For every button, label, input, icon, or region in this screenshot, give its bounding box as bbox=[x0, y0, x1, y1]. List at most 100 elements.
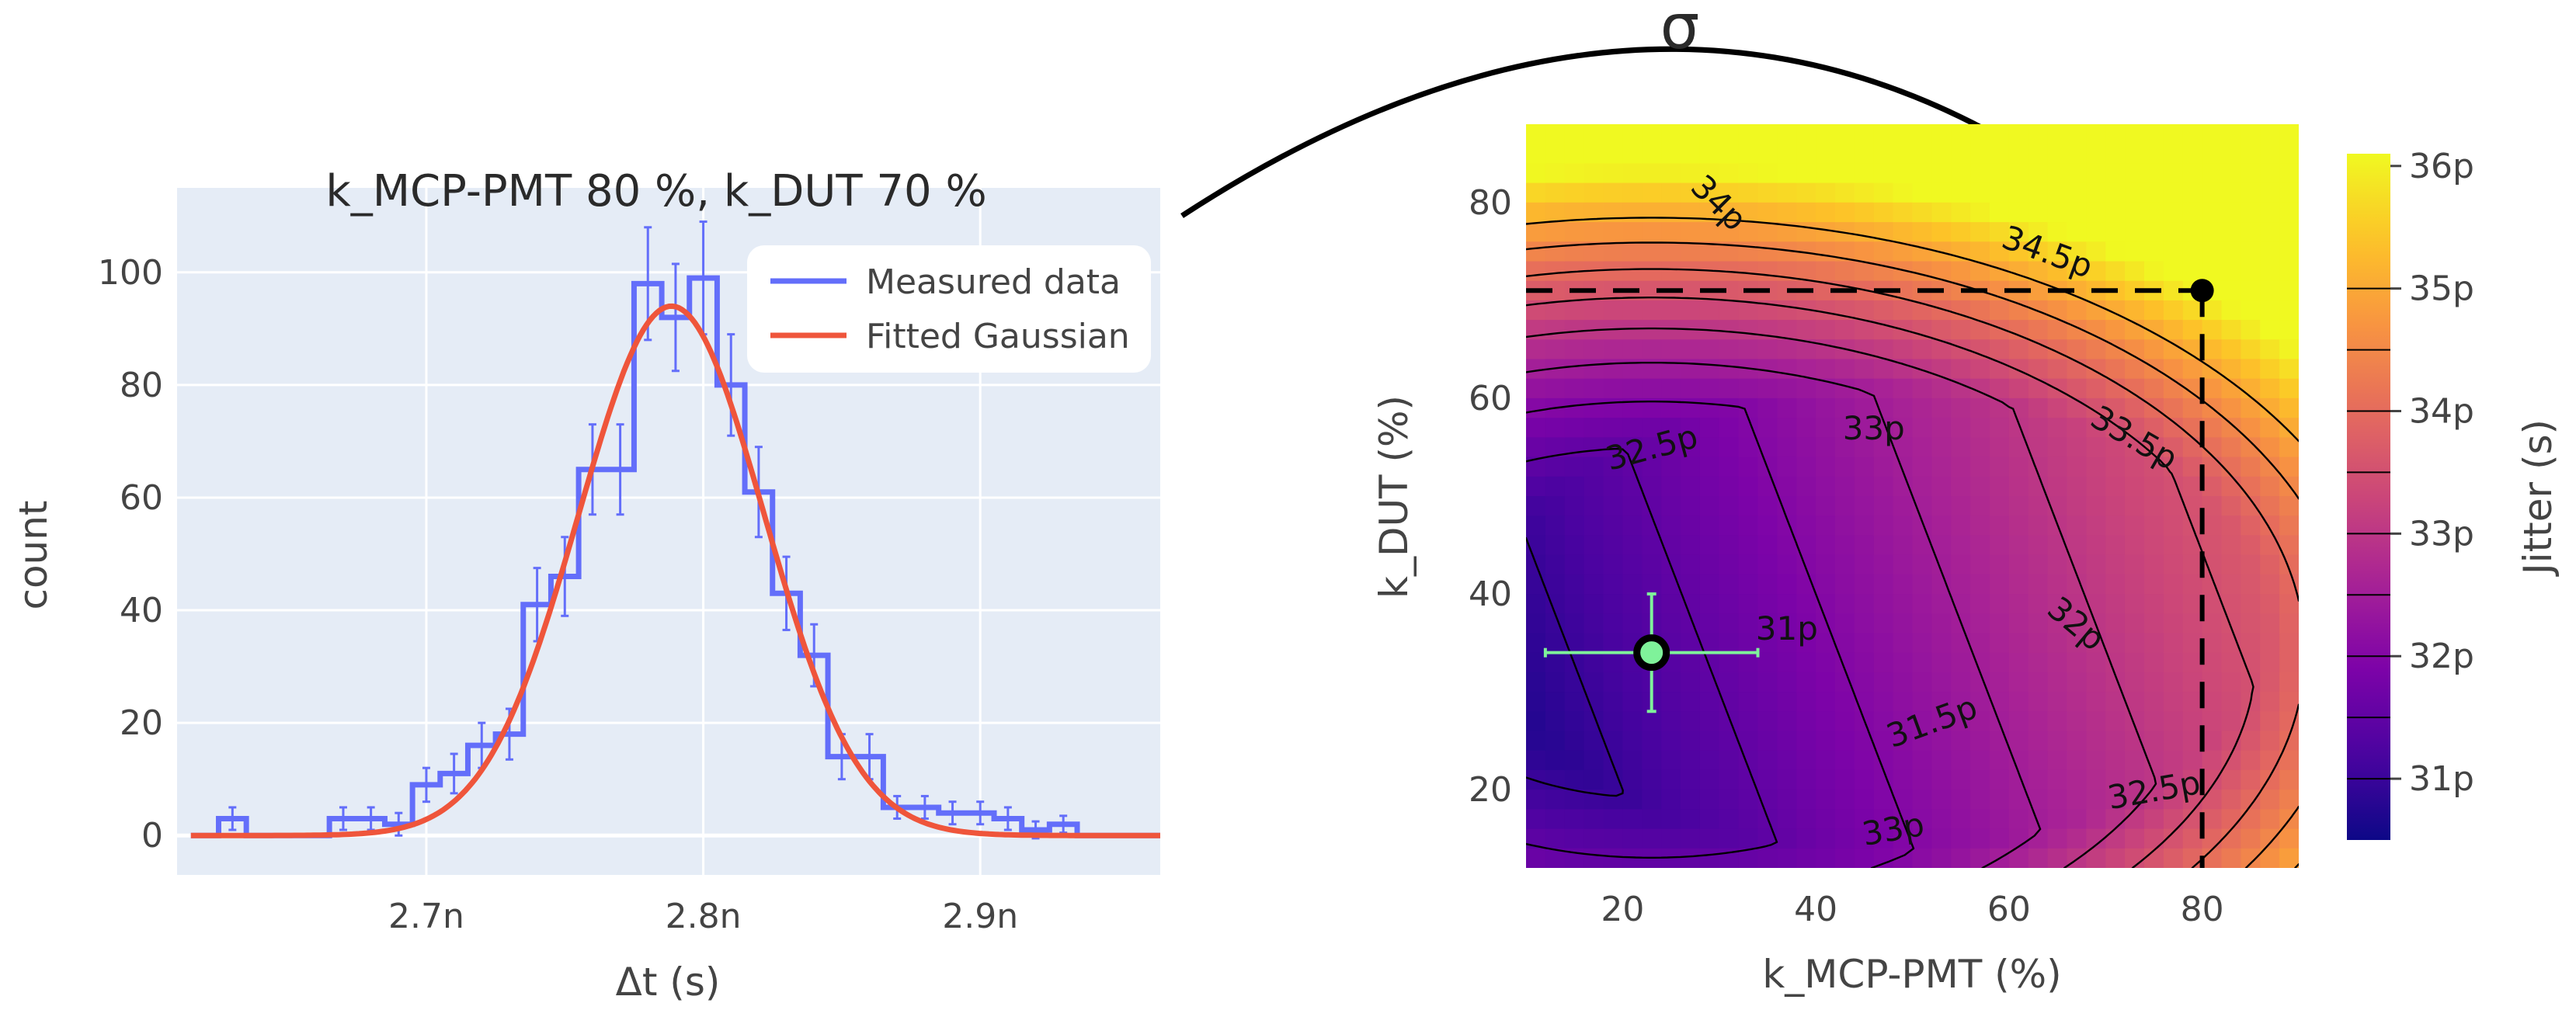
heatmap-cell bbox=[2067, 672, 2088, 692]
heatmap-cell bbox=[1931, 809, 1952, 830]
heatmap-cell bbox=[1893, 339, 1914, 360]
heatmap-cell bbox=[1622, 261, 1643, 282]
heatmap-cell bbox=[1564, 496, 1585, 516]
colorbar-ticks: 31p 32p 33p 34p 35p 36p bbox=[2347, 147, 2474, 799]
heatmap-cell bbox=[1622, 476, 1643, 497]
heatmap-cell bbox=[1661, 456, 1681, 477]
heatmap-cell bbox=[1699, 456, 1720, 477]
heatmap-cell bbox=[1526, 750, 1546, 771]
heatmap-cell bbox=[1931, 594, 1952, 615]
heatmap-cell bbox=[1564, 750, 1585, 771]
heatmap-cell bbox=[1951, 163, 1971, 184]
heatmap-cell bbox=[1738, 515, 1759, 536]
heatmap-cell bbox=[1893, 731, 1914, 751]
heatmap-cell bbox=[1912, 711, 1933, 732]
heatmap-cell bbox=[1622, 711, 1643, 732]
heatmap-cell bbox=[1681, 182, 1701, 203]
heatmap-cell bbox=[1622, 594, 1643, 615]
heatmap-cell bbox=[2125, 222, 2145, 243]
heatmap-cell bbox=[1603, 241, 1624, 262]
heatmap-cell bbox=[1796, 809, 1816, 830]
colorbar-tick-label: 35p bbox=[2409, 269, 2474, 309]
heatmap-cell bbox=[1622, 222, 1643, 243]
heatmap-cell bbox=[2144, 790, 2164, 810]
heatmap-cell bbox=[2144, 261, 2164, 282]
heatmap-cell bbox=[1951, 554, 1971, 575]
heatmap-cell bbox=[2125, 378, 2145, 399]
heatmap-cell bbox=[1545, 144, 1566, 165]
heatmap-cell bbox=[1893, 496, 1914, 516]
heatmap-cell bbox=[2125, 124, 2145, 144]
heatmap-cell bbox=[1738, 320, 1759, 341]
heatmap-cell bbox=[1816, 456, 1836, 477]
heatmap-cell bbox=[1777, 672, 1798, 692]
heatmap-cell bbox=[2067, 163, 2088, 184]
heatmap-cell bbox=[1681, 672, 1701, 692]
heatmap-cell bbox=[1990, 554, 2010, 575]
heatmap-cell bbox=[2279, 144, 2299, 165]
heatmap-cell bbox=[1873, 124, 1894, 144]
heatmap-cell bbox=[1854, 261, 1875, 282]
heatmap-cell bbox=[2086, 535, 2107, 556]
heatmap-cell bbox=[1951, 672, 1971, 692]
heatmap-cell bbox=[2221, 692, 2242, 713]
heatmap-cell bbox=[1681, 731, 1701, 751]
heatmap-cell bbox=[1951, 535, 1971, 556]
colorbar-tick-label: 32p bbox=[2409, 637, 2474, 676]
heatmap-cell bbox=[1990, 418, 2010, 439]
heatmap-cell bbox=[1603, 692, 1624, 713]
heatmap-cell bbox=[1796, 731, 1816, 751]
heatmap-cell bbox=[1661, 163, 1681, 184]
heatmap-cell bbox=[1642, 300, 1662, 321]
heatmap-cell bbox=[1699, 397, 1720, 418]
heatmap-cell bbox=[1545, 124, 1566, 144]
heatmap-cell bbox=[1816, 320, 1836, 341]
histogram-y-tick-label: 20 bbox=[120, 703, 163, 743]
heatmap-cell bbox=[1796, 261, 1816, 282]
heatmap-cell bbox=[1835, 476, 1855, 497]
heatmap-cell bbox=[1854, 124, 1875, 144]
heatmap-cell bbox=[1873, 144, 1894, 165]
heatmap-cell bbox=[1835, 320, 1855, 341]
heatmap-cell bbox=[1951, 809, 1971, 830]
heatmap-cell bbox=[2221, 554, 2242, 575]
heatmap-cell bbox=[1912, 124, 1933, 144]
heatmap-cell bbox=[2047, 809, 2068, 830]
heatmap-cell bbox=[2182, 613, 2203, 634]
heatmap-cell bbox=[1931, 437, 1952, 458]
heatmap-cell bbox=[1990, 378, 2010, 399]
heatmap-cell bbox=[2279, 456, 2299, 477]
heatmap-cell bbox=[1970, 163, 1990, 184]
heatmap-cell bbox=[2260, 359, 2280, 380]
heatmap-cell bbox=[1603, 144, 1624, 165]
heatmap-cell bbox=[1912, 515, 1933, 536]
heatmap-cell bbox=[1526, 202, 1546, 223]
heatmap-cell bbox=[1545, 300, 1566, 321]
heatmap-cell bbox=[1835, 378, 1855, 399]
heatmap-cell bbox=[2067, 809, 2088, 830]
heatmap-cell bbox=[1796, 692, 1816, 713]
heatmap-cell bbox=[1970, 496, 1990, 516]
heatmap-cell bbox=[1912, 594, 1933, 615]
heatmap-cell bbox=[2105, 163, 2126, 184]
heatmap-cell bbox=[1757, 672, 1778, 692]
heatmap-cell bbox=[1970, 809, 1990, 830]
heatmap-cell bbox=[1642, 809, 1662, 830]
heatmap-cell bbox=[2163, 535, 2184, 556]
heatmap-cell bbox=[2008, 613, 2029, 634]
heatmap-cell bbox=[1873, 848, 1894, 868]
heatmap-cell bbox=[2182, 652, 2203, 673]
heatmap-cell bbox=[1816, 418, 1836, 439]
heatmap-cell bbox=[1893, 535, 1914, 556]
heatmap-cell bbox=[2221, 809, 2242, 830]
heatmap-cell bbox=[2105, 790, 2126, 810]
heatmap-cell bbox=[1719, 790, 1740, 810]
heatmap-cell bbox=[1816, 261, 1836, 282]
heatmap-cell bbox=[1951, 496, 1971, 516]
heatmap-y-tick-label: 60 bbox=[1469, 379, 1512, 418]
heatmap-cell bbox=[1681, 339, 1701, 360]
heatmap-cell bbox=[1719, 828, 1740, 849]
heatmap-cell bbox=[1719, 418, 1740, 439]
heatmap-cell bbox=[1603, 124, 1624, 144]
heatmap-cell bbox=[1661, 613, 1681, 634]
